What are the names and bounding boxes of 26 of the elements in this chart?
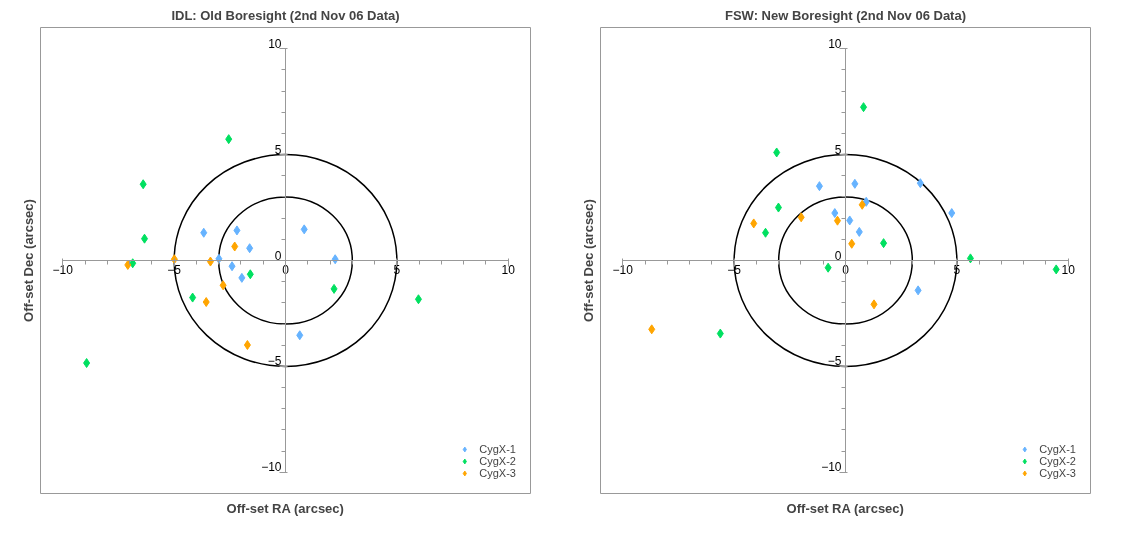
legend-label: CygX-3 bbox=[479, 467, 516, 479]
y-tick-label: 0 bbox=[834, 248, 842, 263]
y-tick-label: 10 bbox=[828, 36, 842, 51]
legend-label: CygX-2 bbox=[479, 455, 516, 467]
y-tick-label: 5 bbox=[834, 142, 842, 157]
chart-title: IDL: Old Boresight (2nd Nov 06 Data) bbox=[171, 7, 400, 23]
x-axis-title: Off-set RA (arcsec) bbox=[226, 500, 344, 516]
y-tick-label: −5 bbox=[827, 354, 842, 369]
legend-label: CygX-3 bbox=[1039, 467, 1076, 479]
x-tick-label: −10 bbox=[612, 262, 634, 277]
x-tick-label: 10 bbox=[1061, 262, 1076, 277]
x-axis-title: Off-set RA (arcsec) bbox=[786, 500, 904, 516]
x-tick-label: 10 bbox=[501, 262, 516, 277]
chart-title: FSW: New Boresight (2nd Nov 06 Data) bbox=[724, 7, 967, 23]
y-tick-label: −10 bbox=[261, 460, 282, 475]
y-tick-label: −5 bbox=[267, 354, 282, 369]
y-tick-label: 0 bbox=[274, 248, 282, 263]
y-axis-title: Off-set Dec (arcsec) bbox=[580, 199, 596, 322]
legend-label: CygX-1 bbox=[1039, 443, 1076, 455]
legend-label: CygX-2 bbox=[1039, 455, 1076, 467]
y-tick-label: −10 bbox=[821, 460, 842, 475]
x-tick-label: −10 bbox=[52, 262, 74, 277]
y-axis-title: Off-set Dec (arcsec) bbox=[20, 199, 36, 322]
y-tick-label: 10 bbox=[268, 36, 282, 51]
legend-label: CygX-1 bbox=[479, 443, 516, 455]
y-tick-label: 5 bbox=[274, 142, 282, 157]
